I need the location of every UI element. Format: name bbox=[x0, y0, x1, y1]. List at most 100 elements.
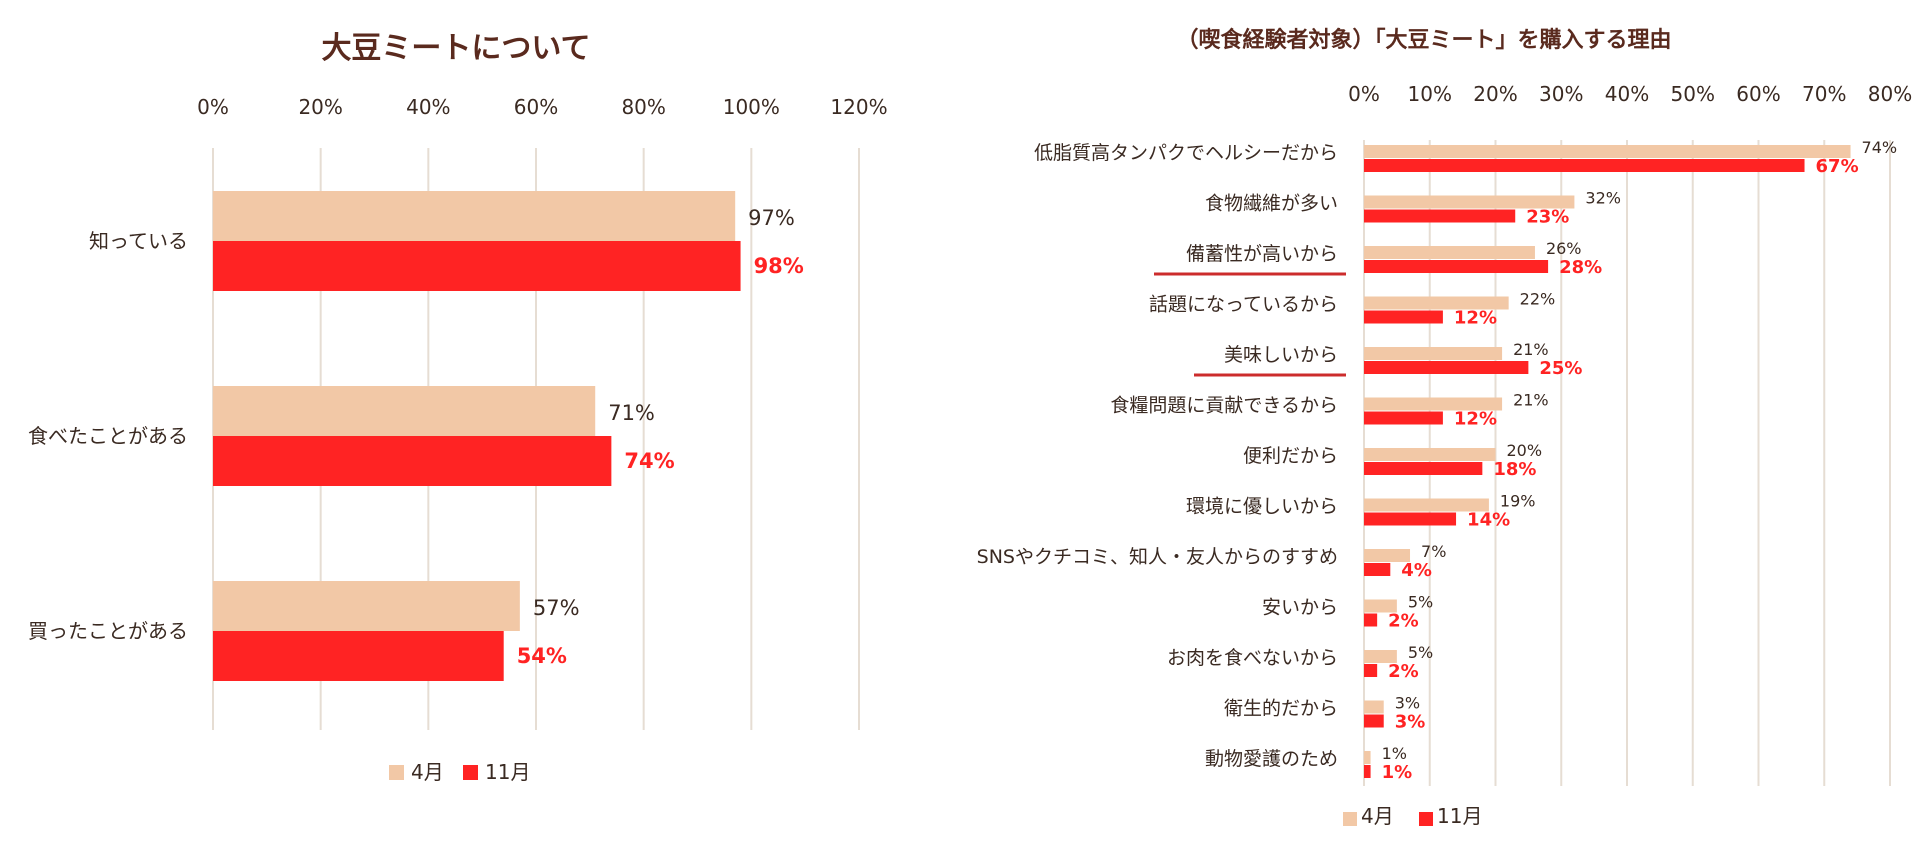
chart2-bar-november bbox=[1364, 260, 1549, 273]
chart2-bar-november bbox=[1364, 159, 1805, 172]
chart2-bar-november bbox=[1364, 714, 1384, 728]
chart1-data-label-november: 98% bbox=[754, 254, 804, 278]
chart1-tick-label: 60% bbox=[514, 95, 558, 119]
chart1-title: 大豆ミートについて bbox=[321, 31, 590, 66]
chart2-data-label-november: 12% bbox=[1454, 308, 1497, 329]
chart1-category-label: 知っている bbox=[89, 229, 188, 253]
chart2-bar-november bbox=[1364, 512, 1457, 526]
chart2-category-label: 安いから bbox=[1262, 597, 1338, 619]
chart2-category-label: 衛生的だから bbox=[1224, 698, 1338, 720]
chart1-data-label-april: 71% bbox=[608, 401, 655, 425]
chart2-bar-april bbox=[1364, 700, 1384, 714]
chart2-legend-label-november: 11月 bbox=[1437, 804, 1482, 828]
chart2-data-label-november: 67% bbox=[1816, 156, 1859, 177]
chart1-tick-label: 80% bbox=[621, 95, 665, 119]
chart1-data-label-november: 54% bbox=[517, 644, 567, 668]
chart2-bar-november bbox=[1364, 563, 1391, 576]
chart2-bar-april bbox=[1364, 195, 1575, 209]
chart2-data-label-november: 12% bbox=[1454, 409, 1497, 430]
chart2-category-label: 美味しいから bbox=[1224, 344, 1338, 366]
chart2-bar-november bbox=[1364, 664, 1378, 677]
chart2-category-label: SNSやクチコミ、知人・友人からのすすめ bbox=[977, 546, 1338, 568]
chart2-category-label: 備蓄性が高いから bbox=[1186, 243, 1338, 265]
chart2-category-label: 食糧問題に貢献できるから bbox=[1110, 395, 1338, 417]
chart1-tick-label: 100% bbox=[723, 95, 780, 119]
chart2-bar-april bbox=[1364, 599, 1397, 613]
chart2-bar-april bbox=[1364, 549, 1411, 562]
chart1-legend-label-november: 11月 bbox=[485, 760, 530, 784]
chart2-bar-november bbox=[1364, 765, 1371, 778]
chart2-bar-april bbox=[1364, 145, 1851, 158]
chart2-category-label: 低脂質高タンパクでヘルシーだから bbox=[1034, 142, 1338, 164]
chart2-tick-label: 70% bbox=[1802, 82, 1846, 106]
chart1-tick-label: 0% bbox=[197, 95, 229, 119]
chart2-data-label-november: 18% bbox=[1493, 459, 1536, 480]
chart2-category-label: お肉を食べないから bbox=[1167, 647, 1338, 669]
chart1-legend-swatch-april bbox=[389, 765, 404, 780]
chart2-tick-label: 0% bbox=[1348, 82, 1380, 106]
chart2-bar-april bbox=[1364, 498, 1489, 512]
chart1-tick-label: 20% bbox=[298, 95, 342, 119]
chart2-bar-november bbox=[1364, 613, 1378, 627]
chart2-bar-april bbox=[1364, 246, 1535, 259]
chart2-bar-november bbox=[1364, 462, 1483, 475]
chart2-bar-november bbox=[1364, 310, 1443, 324]
chart2-bar-april bbox=[1364, 650, 1397, 663]
chart2-legend-label-april: 4月 bbox=[1361, 804, 1394, 828]
chart2-data-label-april: 20% bbox=[1507, 441, 1543, 460]
chart1-category-label: 買ったことがある bbox=[28, 619, 188, 643]
chart2-tick-label: 80% bbox=[1868, 82, 1912, 106]
chart2-data-label-april: 5% bbox=[1408, 643, 1433, 662]
chart2-title: （喫食経験者対象）「大豆ミート」を購入する理由 bbox=[1176, 27, 1671, 53]
chart2-data-label-april: 3% bbox=[1395, 694, 1420, 713]
chart1-category-label: 食べたことがある bbox=[28, 424, 188, 448]
chart1-tick-label: 120% bbox=[830, 95, 887, 119]
chart2-data-label-november: 25% bbox=[1539, 358, 1582, 379]
chart2-data-label-april: 1% bbox=[1382, 744, 1407, 763]
chart2-bar-april bbox=[1364, 347, 1503, 360]
chart2-tick-label: 60% bbox=[1736, 82, 1780, 106]
chart2-data-label-november: 3% bbox=[1395, 712, 1426, 733]
chart2-bar-april bbox=[1364, 751, 1371, 764]
chart1-legend-swatch-november bbox=[463, 765, 478, 780]
chart1-bar-april bbox=[213, 191, 736, 241]
chart2-data-label-november: 14% bbox=[1467, 510, 1510, 531]
chart2-bar-november bbox=[1364, 361, 1529, 374]
chart2-tick-label: 40% bbox=[1605, 82, 1649, 106]
chart2-data-label-november: 28% bbox=[1559, 257, 1602, 278]
chart2-category-label: 環境に優しいから bbox=[1186, 496, 1338, 518]
chart2-category-label: 便利だから bbox=[1243, 445, 1338, 467]
chart1-legend-label-april: 4月 bbox=[411, 760, 444, 784]
chart2-data-label-november: 1% bbox=[1382, 762, 1413, 783]
chart2-data-label-november: 2% bbox=[1388, 611, 1419, 632]
chart2-data-label-april: 7% bbox=[1421, 542, 1446, 561]
chart2-bar-april bbox=[1364, 397, 1503, 411]
chart1-bar-november bbox=[213, 631, 504, 681]
chart1-tick-label: 40% bbox=[406, 95, 450, 119]
chart2-data-label-april: 19% bbox=[1500, 492, 1536, 511]
chart1-data-label-november: 74% bbox=[624, 449, 674, 473]
chart1-bar-april bbox=[213, 581, 520, 631]
chart2-data-label-april: 26% bbox=[1546, 239, 1582, 258]
chart2-data-label-april: 74% bbox=[1862, 138, 1898, 157]
chart2-data-label-april: 21% bbox=[1513, 391, 1549, 410]
chart2-tick-label: 20% bbox=[1473, 82, 1517, 106]
chart1-bar-november bbox=[213, 436, 612, 486]
chart2-tick-label: 50% bbox=[1671, 82, 1715, 106]
chart2-data-label-april: 22% bbox=[1520, 290, 1556, 309]
chart2-category-label: 動物愛護のため bbox=[1205, 748, 1338, 770]
chart2-data-label-november: 23% bbox=[1526, 207, 1569, 228]
chart2-legend-swatch-november bbox=[1419, 812, 1433, 826]
chart2-bar-november bbox=[1364, 209, 1516, 223]
chart2-tick-label: 30% bbox=[1539, 82, 1583, 106]
chart2-tick-label: 10% bbox=[1408, 82, 1452, 106]
chart1-data-label-april: 57% bbox=[533, 596, 580, 620]
chart2-data-label-april: 32% bbox=[1585, 189, 1621, 208]
chart1-bar-april bbox=[213, 386, 596, 436]
chart2-data-label-november: 2% bbox=[1388, 661, 1419, 682]
chart2-data-label-april: 5% bbox=[1408, 593, 1433, 612]
chart2-bar-april bbox=[1364, 448, 1496, 461]
chart2-legend-swatch-april bbox=[1343, 812, 1357, 826]
